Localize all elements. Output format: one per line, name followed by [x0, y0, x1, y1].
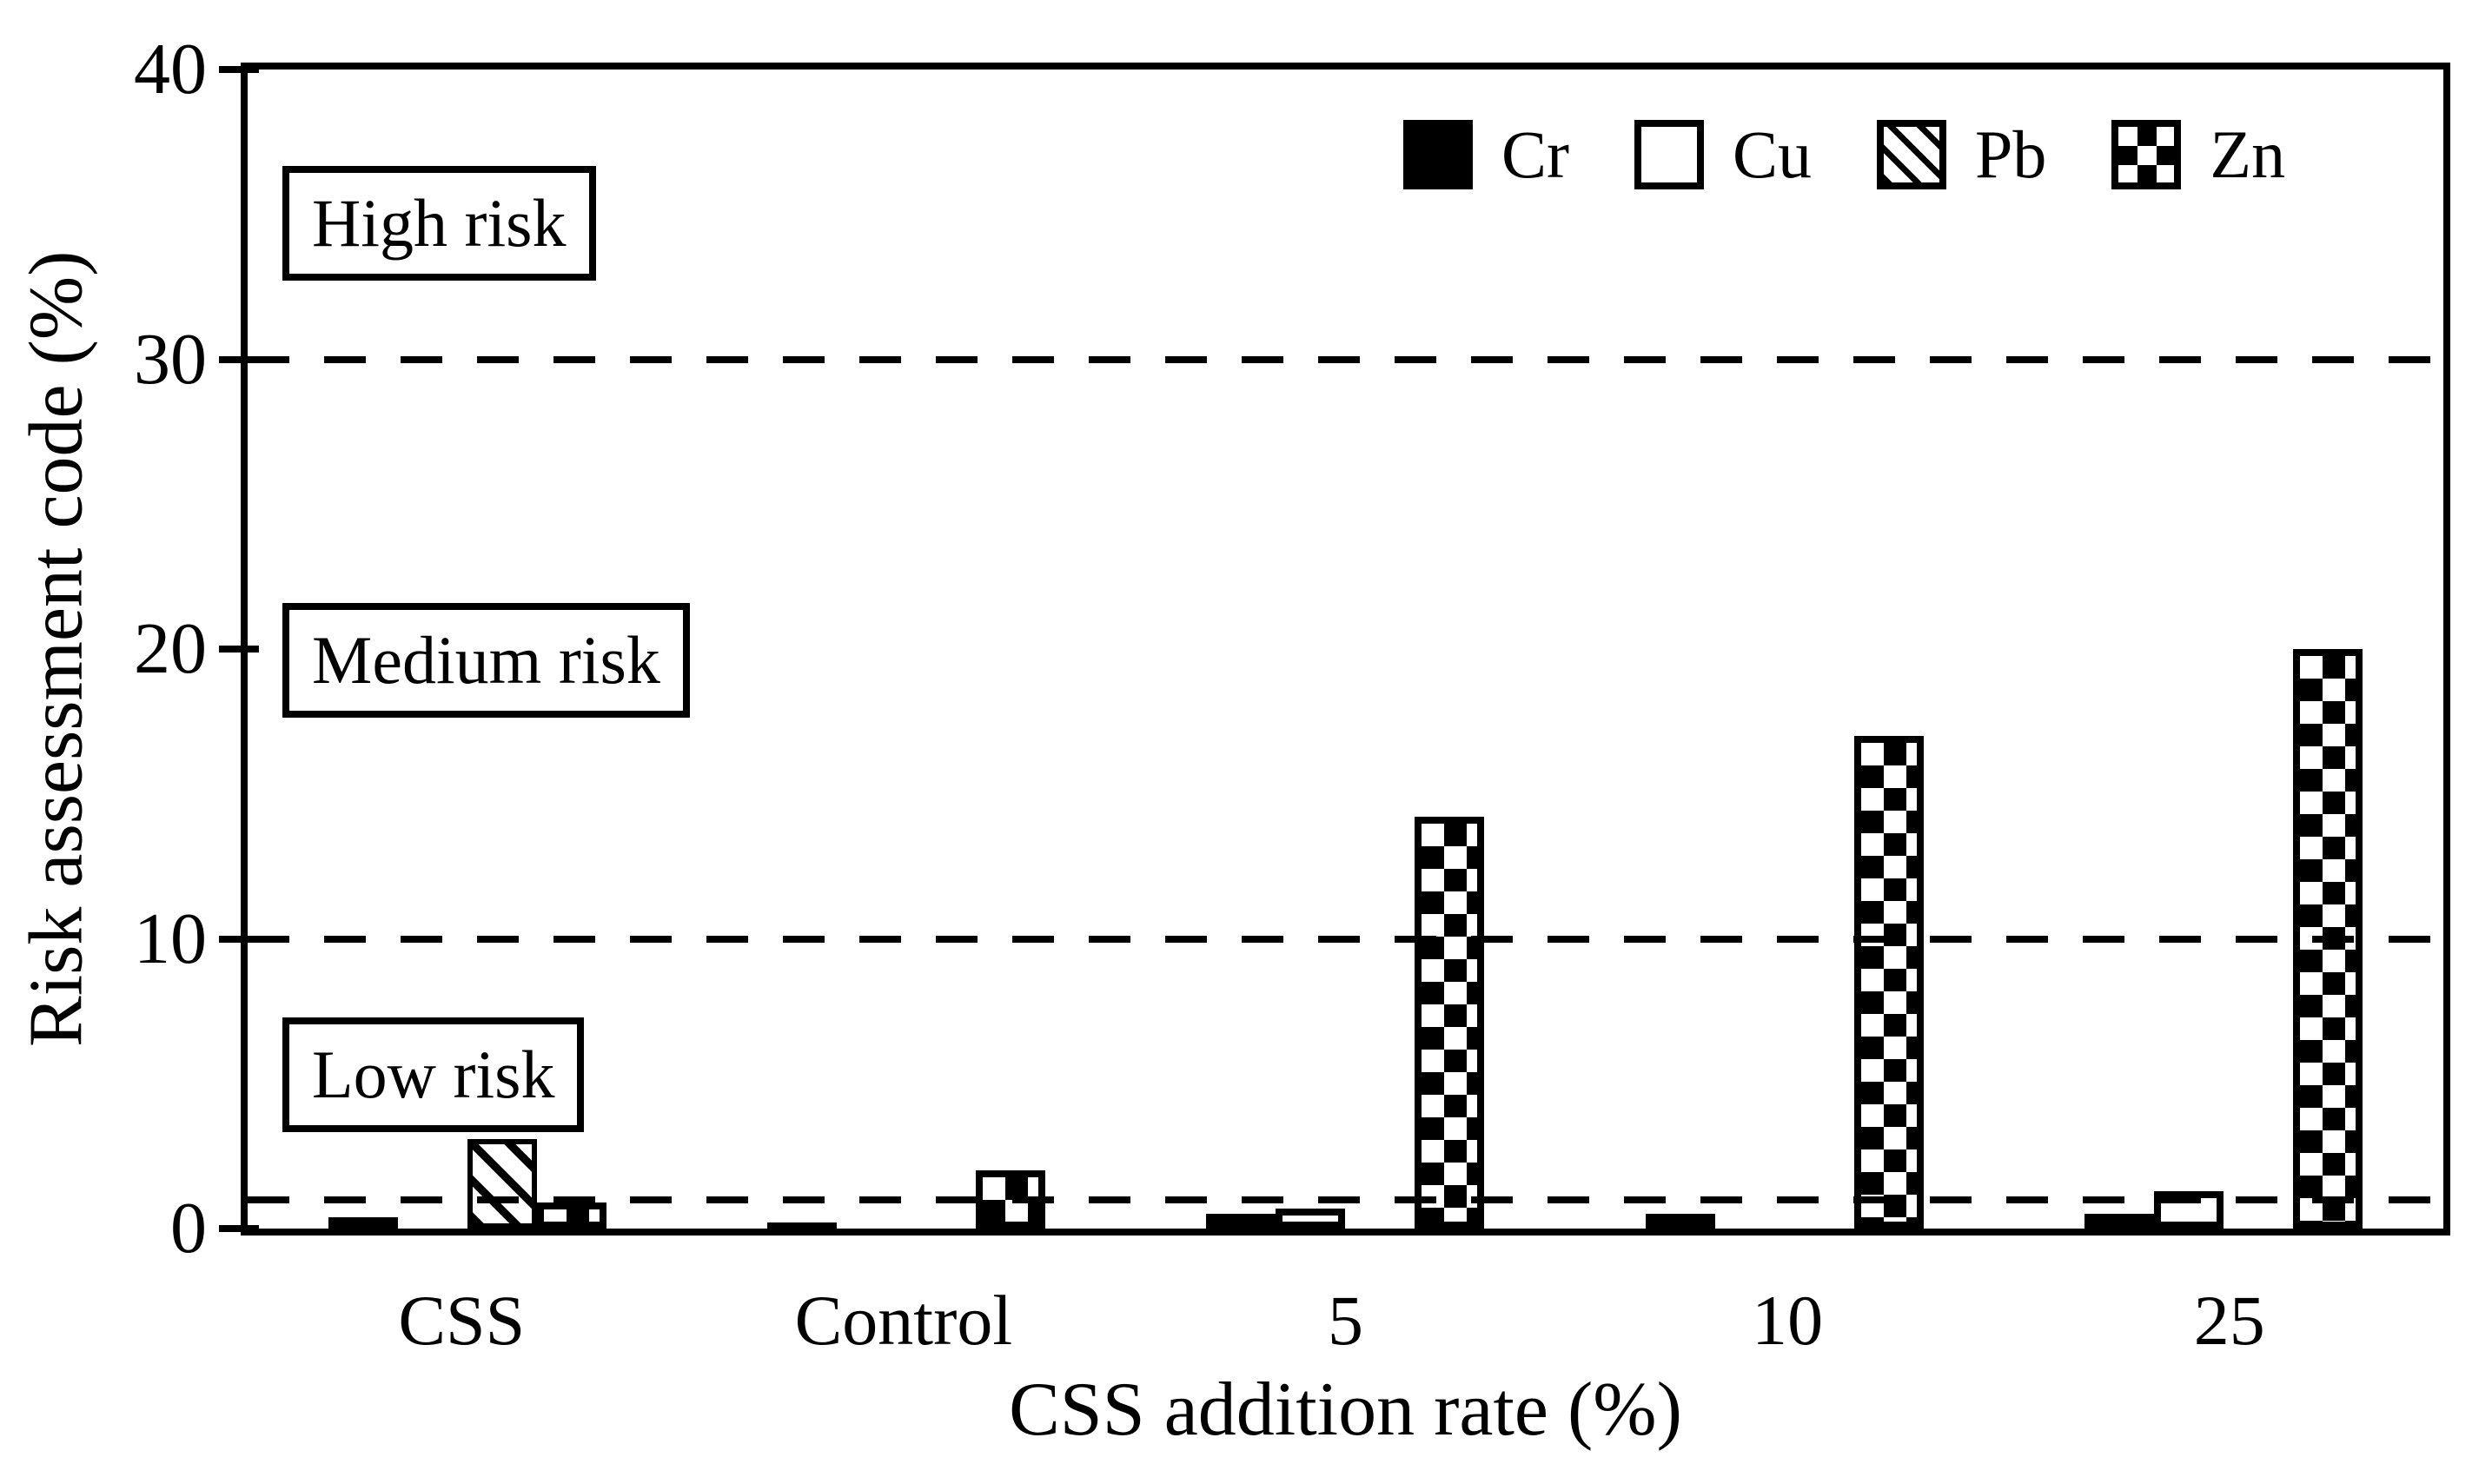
- y-tick-label-40: 40: [134, 29, 207, 109]
- risk-threshold-line-10: [248, 935, 2443, 943]
- bar-cr-CSS: [328, 1216, 398, 1229]
- bar-zn-10: [1853, 736, 1924, 1229]
- legend-swatch-zn-icon: [2111, 120, 2182, 189]
- bar-group-5: [1126, 70, 1565, 1229]
- bar-pb-CSS: [467, 1138, 537, 1229]
- x-axis-title: CSS addition rate (%): [1009, 1368, 1682, 1452]
- legend-swatch-pb-icon: [1877, 120, 1947, 189]
- legend: Cr Cu Pb Zn: [1403, 120, 2285, 189]
- x-tick-label-10: 10: [1752, 1281, 1824, 1360]
- legend-swatch-cr-icon: [1403, 120, 1473, 189]
- x-tick-label-5: 5: [1327, 1281, 1363, 1360]
- y-tick-label-20: 20: [134, 608, 207, 689]
- bar-group-Control: [686, 70, 1125, 1229]
- bar-cr-5: [1206, 1214, 1276, 1229]
- x-tick-label-25: 25: [2193, 1281, 2265, 1360]
- risk-threshold-line-1: [248, 1196, 2443, 1203]
- annotation-medium-risk: Medium risk: [282, 603, 690, 719]
- legend-label-zn: Zn: [2210, 116, 2286, 192]
- y-tick-label-10: 10: [134, 898, 207, 979]
- bar-cr-25: [2084, 1214, 2155, 1229]
- bar-group-CSS: [248, 70, 686, 1229]
- annotation-high-risk: High risk: [282, 165, 596, 281]
- bar-group-10: [1565, 70, 2004, 1229]
- legend-item-cu: Cu: [1634, 120, 1812, 189]
- y-tick-label-30: 30: [134, 318, 207, 400]
- legend-item-cr: Cr: [1403, 120, 1569, 189]
- legend-swatch-cu-icon: [1634, 120, 1704, 189]
- y-tick-mark-30: [219, 355, 259, 363]
- legend-label-cr: Cr: [1501, 116, 1569, 192]
- legend-label-pb: Pb: [1975, 116, 2047, 192]
- bar-cu-5: [1276, 1208, 1346, 1229]
- y-tick-mark-10: [219, 935, 259, 943]
- bar-zn-5: [1415, 817, 1485, 1229]
- y-tick-mark-20: [219, 646, 259, 653]
- y-tick-mark-0: [219, 1225, 259, 1232]
- risk-threshold-line-30: [248, 355, 2443, 363]
- bar-zn-CSS: [536, 1202, 606, 1229]
- x-tick-label-CSS: CSS: [398, 1281, 526, 1360]
- plot-area: High risk Medium risk Low risk: [241, 63, 2450, 1236]
- legend-item-pb: Pb: [1877, 120, 2046, 189]
- y-tick-mark-40: [219, 66, 259, 73]
- plot-inner: High risk Medium risk Low risk: [248, 70, 2443, 1229]
- bar-cr-Control: [767, 1222, 838, 1229]
- bar-cr-10: [1645, 1214, 1715, 1229]
- annotation-low-risk: Low risk: [282, 1017, 585, 1133]
- legend-label-cu: Cu: [1733, 116, 1813, 192]
- y-tick-label-0: 0: [170, 1188, 207, 1269]
- x-tick-label-Control: Control: [794, 1281, 1013, 1360]
- bar-group-25: [2005, 70, 2443, 1229]
- legend-item-zn: Zn: [2111, 120, 2285, 189]
